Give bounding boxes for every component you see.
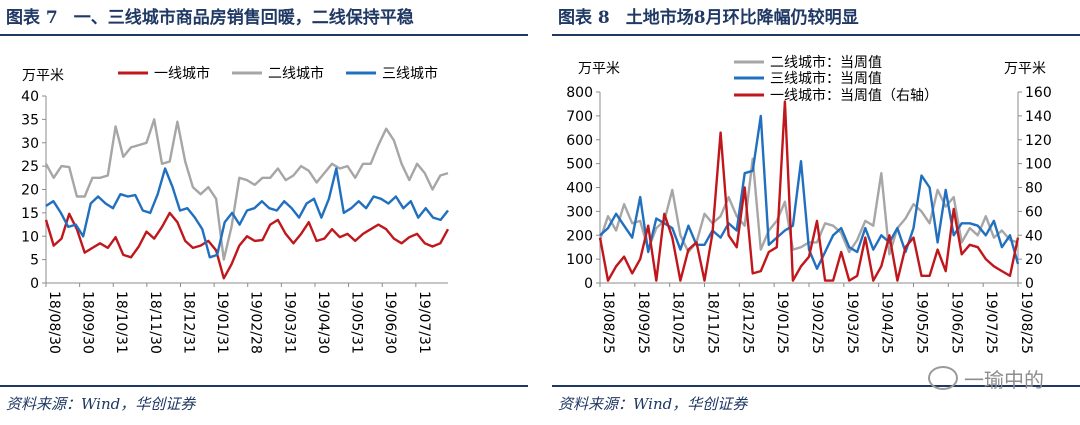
left-y-tick-label: 15	[21, 206, 39, 222]
left-legend-label-2: 二线城市	[268, 65, 324, 82]
right-y-tick-label: 200	[566, 228, 593, 244]
left-x-tick-label: 19/02/28	[248, 291, 264, 354]
left-y-tick-label: 0	[30, 276, 39, 292]
watermark: 一瑜中的	[928, 364, 1044, 393]
right-y-tick-label: 600	[566, 133, 593, 149]
right-figure-title-text: 土地市场8月环比降幅仍较明显	[625, 8, 859, 28]
right-y2-tick-label: 20	[1025, 252, 1043, 268]
right-x-tick-label: 18/10/25	[670, 291, 686, 354]
right-y2-tick-label: 120	[1025, 133, 1052, 149]
right-y2-tick-label: 80	[1025, 181, 1043, 197]
left-x-tick-label: 19/06/30	[382, 291, 398, 354]
left-figure-label: 图表 7	[6, 8, 58, 28]
right-x-tick-label: 19/02/25	[809, 291, 825, 354]
left-y-tick-label: 5	[30, 253, 39, 269]
left-figure-title-text: 一、三线城市商品房销售回暖，二线保持平稳	[73, 8, 414, 28]
right-x-tick-label: 19/05/25	[914, 291, 930, 354]
left-x-tick-label: 18/09/30	[80, 291, 96, 354]
left-line-chart: 0 5 10 15 20 25 30 35 40 万平米 18/08/30 18/09/30 18/10…	[21, 65, 450, 354]
right-x-tick-label: 18/11/25	[705, 291, 721, 354]
right-y-tick-label: 800	[566, 85, 593, 101]
right-figure-title: 图表 8 土地市场8月环比降幅仍较明显	[558, 3, 859, 28]
right-source-rule	[552, 385, 1080, 387]
left-y-axis-title: 万平米	[22, 68, 64, 84]
right-title-rule	[552, 34, 1080, 36]
left-y-tick-label: 10	[21, 229, 39, 245]
right-y2-tick-label: 0	[1025, 276, 1034, 292]
left-x-tick-label: 19/01/31	[214, 291, 230, 354]
left-x-tick-label: 19/05/31	[349, 291, 365, 354]
right-x-tick-label: 19/08/25	[1018, 291, 1034, 354]
left-source-note: 资料来源：Wind，华创证券	[6, 395, 196, 413]
right-series-line-3	[598, 100, 1020, 282]
right-x-tick-label: 18/09/25	[635, 291, 651, 354]
right-y-tick-label: 500	[566, 157, 593, 173]
right-y-tick-label: 700	[566, 109, 593, 125]
right-line-chart: 0 100 200 300 400 500 600 700 800 万平米 0 20 40 60 80 100…	[566, 54, 1052, 354]
left-x-tick-label: 18/08/30	[46, 291, 62, 354]
right-x-tick-label: 19/07/25	[983, 291, 999, 354]
left-x-tick-label: 19/07/31	[416, 291, 432, 354]
right-legend-label-1: 二线城市：当周值	[770, 54, 882, 71]
right-y-tick-label: 300	[566, 204, 593, 220]
right-x-tick-label: 19/06/25	[948, 291, 964, 354]
right-x-tick-label: 19/04/25	[879, 291, 895, 354]
right-figure-panel: 图表 8 土地市场8月环比降幅仍较明显 0 100 200 300 400 500 600 70…	[552, 0, 1080, 425]
right-y-tick-label: 400	[566, 181, 593, 197]
left-y-tick-label: 40	[21, 89, 39, 105]
right-y2-tick-label: 60	[1025, 204, 1043, 220]
left-x-tick-label: 18/10/31	[113, 291, 129, 354]
left-legend-label-3: 三线城市	[382, 65, 438, 82]
right-legend-label-2: 三线城市：当周值	[770, 70, 882, 87]
right-x-tick-label: 19/01/25	[774, 291, 790, 354]
left-figure-panel: 图表 7 一、三线城市商品房销售回暖，二线保持平稳 0 5 10 15 20 25 30 35 4…	[0, 0, 530, 425]
wechat-icon	[928, 366, 958, 390]
right-source-note: 资料来源：Wind，华创证券	[558, 395, 748, 413]
right-series-line-2	[599, 114, 1020, 270]
right-y2-tick-label: 140	[1025, 109, 1052, 125]
right-y2-tick-label: 100	[1025, 157, 1052, 173]
left-y-tick-label: 35	[21, 112, 39, 128]
right-x-tick-label: 18/12/25	[739, 291, 755, 354]
right-y2-axis-title: 万平米	[1004, 61, 1046, 77]
left-series-line-2	[44, 118, 449, 261]
left-title-rule	[0, 34, 528, 36]
right-figure-label: 图表 8	[558, 8, 610, 28]
right-legend-label-3: 一线城市：当周值（右轴）	[770, 87, 938, 104]
right-x-tick-label: 18/08/25	[600, 291, 616, 354]
left-x-tick-label: 18/11/30	[147, 291, 163, 354]
right-y2-tick-label: 40	[1025, 228, 1043, 244]
left-series-line-3	[45, 167, 449, 259]
left-series-line-1	[44, 211, 450, 280]
right-y2-tick-label: 160	[1025, 85, 1052, 101]
right-y-tick-label: 0	[584, 276, 593, 292]
left-figure-title: 图表 7 一、三线城市商品房销售回暖，二线保持平稳	[6, 3, 414, 28]
left-x-tick-label: 19/04/30	[315, 291, 331, 354]
right-y-axis-title: 万平米	[578, 61, 620, 77]
left-x-tick-label: 18/12/31	[180, 291, 196, 354]
left-y-tick-label: 30	[21, 136, 39, 152]
left-y-tick-label: 25	[21, 159, 39, 175]
left-source-rule	[0, 385, 528, 387]
left-x-tick-label: 19/03/31	[281, 291, 297, 354]
right-x-tick-label: 19/03/25	[844, 291, 860, 354]
right-y-tick-label: 100	[566, 252, 593, 268]
left-y-tick-label: 20	[21, 183, 39, 199]
watermark-text: 一瑜中的	[964, 368, 1044, 392]
left-legend-label-1: 一线城市	[154, 65, 210, 82]
